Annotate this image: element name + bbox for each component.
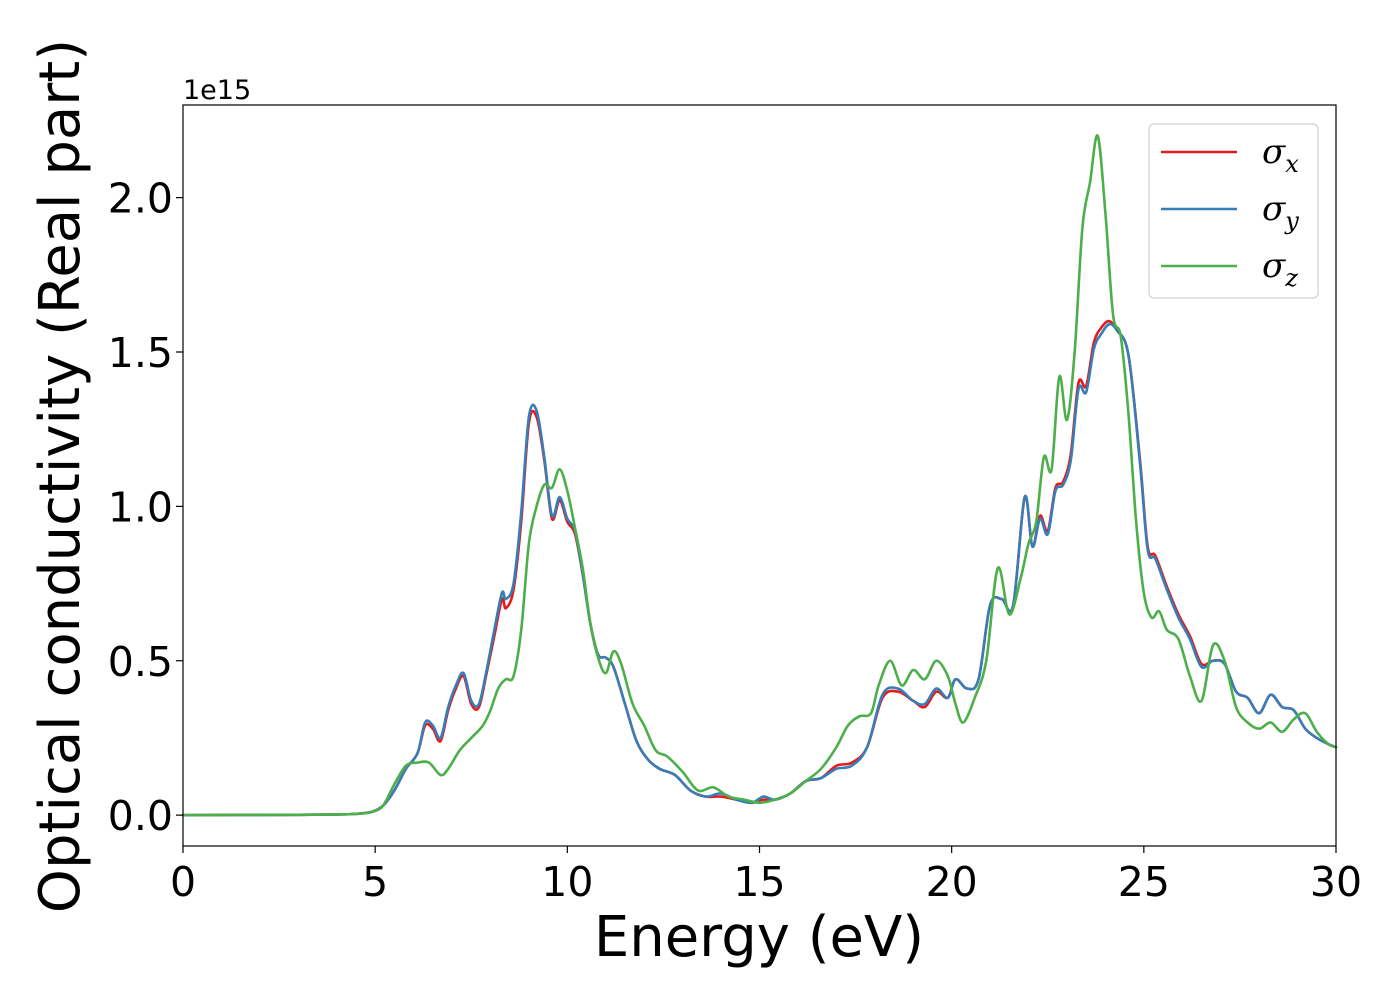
y-tick-label: 0.0 — [108, 792, 173, 840]
series-lines — [181, 134, 1338, 817]
y-axis-ticks: 0.0 0.5 1.0 1.5 2.0 — [108, 175, 183, 840]
series-line-z — [181, 134, 1338, 817]
x-axis-ticks: 0 5 10 15 20 25 30 — [170, 846, 1362, 906]
series-line-y — [181, 322, 1338, 817]
legend-label-y: σy — [1262, 189, 1299, 235]
x-axis-label: Energy (eV) — [594, 905, 924, 970]
legend-box — [1148, 123, 1319, 299]
y-tick-label: 2.0 — [108, 175, 173, 223]
x-tick-label: 10 — [541, 858, 593, 906]
x-tick-label: 30 — [1310, 858, 1362, 906]
y-tick-label: 0.5 — [108, 638, 173, 686]
x-tick-label: 5 — [362, 858, 388, 906]
y-tick-label: 1.0 — [108, 483, 173, 531]
y-offset-text: 1e15 — [183, 75, 251, 106]
series-line-x — [181, 319, 1338, 817]
y-axis-label: Optical conductivity (Real part) — [28, 39, 93, 913]
x-tick-label: 0 — [170, 858, 196, 906]
legend-label-x: σx — [1262, 132, 1299, 178]
y-tick-label: 1.5 — [108, 329, 173, 377]
x-tick-label: 20 — [926, 858, 978, 906]
x-tick-label: 25 — [1118, 858, 1170, 906]
x-tick-label: 15 — [733, 858, 785, 906]
